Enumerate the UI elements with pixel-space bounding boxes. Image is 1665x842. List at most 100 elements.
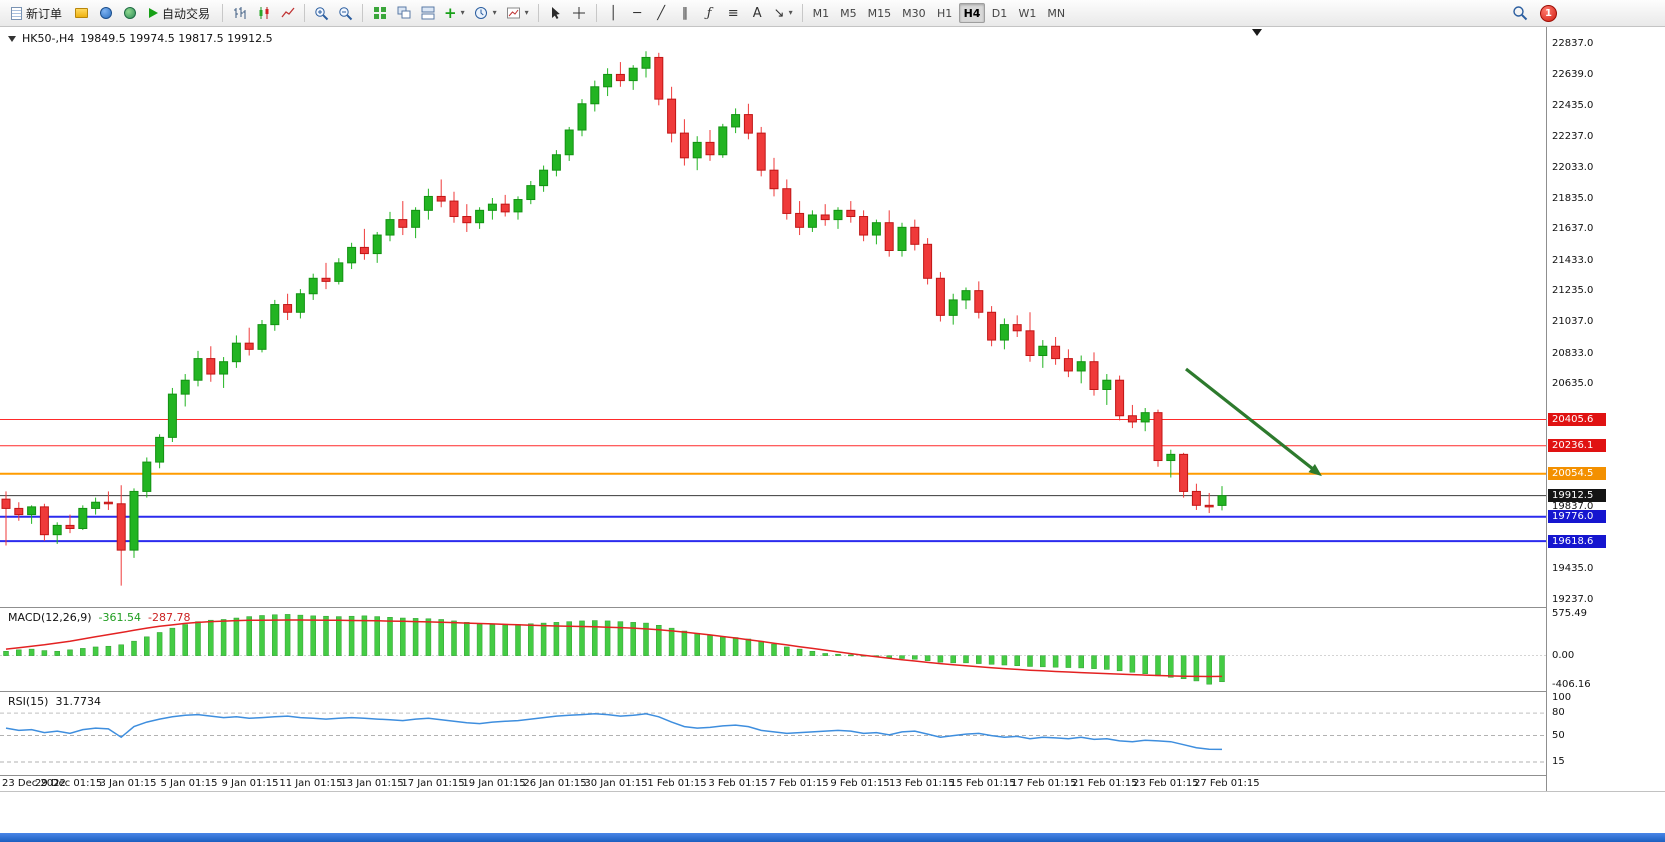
macd-histogram-bar (937, 655, 944, 663)
market-watch-button[interactable] (94, 2, 117, 24)
timeframe-button-h1[interactable]: H1 (932, 3, 958, 23)
candle-body (14, 507, 24, 516)
time-axis-label: 21 Feb 01:15 (1072, 778, 1138, 789)
trend-arrow[interactable] (1185, 367, 1322, 477)
candle-body (731, 114, 741, 128)
timeframe-button-w1[interactable]: W1 (1013, 3, 1041, 23)
symbol-dropdown-icon[interactable] (8, 35, 16, 42)
candle-body (987, 311, 997, 341)
timeframe-button-h4[interactable]: H4 (958, 3, 986, 23)
main-chart[interactable] (0, 27, 1546, 607)
horizontal-line-tool-button[interactable]: ─ (626, 2, 649, 24)
rsi-panel[interactable] (0, 692, 1546, 775)
periods-button[interactable]: ▾ (470, 2, 501, 24)
fibonacci-tool-button[interactable]: ƒ (698, 2, 721, 24)
time-axis-label: 5 Jan 01:15 (160, 778, 218, 789)
search-icon (1513, 6, 1528, 21)
trendline-tool-button[interactable]: ╱ (650, 2, 673, 24)
cursor-tool-button[interactable] (544, 2, 567, 24)
bar-chart-button[interactable] (228, 2, 251, 24)
candle-body (667, 98, 677, 134)
navigator-button[interactable] (118, 2, 141, 24)
macd-histogram-bar (182, 624, 188, 656)
timeframe-button-m1[interactable]: M1 (808, 3, 835, 23)
new-order-button[interactable]: 新订单 (4, 2, 69, 24)
macd-histogram-bar (297, 614, 304, 656)
arrange-windows-button[interactable] (416, 2, 439, 24)
candle-body (359, 246, 369, 255)
horizontal-line-icon: ─ (633, 5, 642, 21)
line-chart-button[interactable] (276, 2, 299, 24)
arrows-tool-button[interactable]: ↘ ▾ (770, 2, 797, 24)
timeframe-button-d1[interactable]: D1 (986, 3, 1012, 23)
toolbar-separator (222, 4, 224, 22)
chart-profiles-button[interactable] (70, 2, 93, 24)
time-axis-label: 1 Feb 01:15 (647, 778, 707, 789)
zoom-in-button[interactable] (310, 2, 333, 24)
timeframe-button-m30[interactable]: M30 (897, 3, 931, 23)
candle-body (679, 132, 689, 159)
macd-histogram-bar (489, 624, 496, 656)
macd-histogram-bar (1142, 655, 1148, 674)
play-icon (149, 8, 159, 18)
time-axis-label: 3 Feb 01:15 (708, 778, 768, 789)
candlestick-chart-button[interactable] (252, 2, 275, 24)
candle-body (564, 129, 574, 156)
macd-histogram-bar (1040, 655, 1046, 668)
candle-body (347, 246, 357, 264)
auto-trading-button[interactable]: 自动交易 (142, 2, 217, 24)
macd-histogram-bar (694, 632, 700, 656)
rsi-name: RSI(15) (8, 695, 49, 708)
candle-body (910, 226, 920, 245)
time-axis[interactable]: 23 Dec 2022 29 Dec 01:15 3 Jan 01:15 5 Jan … (0, 776, 1546, 791)
time-axis-label: 15 Feb 01:15 (950, 778, 1016, 789)
add-indicator-button[interactable]: + ▾ (440, 2, 469, 24)
timeframe-button-m15[interactable]: M15 (863, 3, 897, 23)
toolbar-separator (801, 4, 803, 22)
candle-body (551, 154, 561, 171)
chart-shift-marker-icon[interactable] (1252, 29, 1262, 36)
candle-body (590, 86, 600, 105)
price-tick: 21037.0 (1552, 316, 1594, 327)
channel-tool-button[interactable]: ∥ (674, 2, 697, 24)
candle-body (385, 219, 395, 236)
candle-body (782, 188, 792, 214)
candle-body (705, 141, 715, 156)
time-axis-label: 23 Dec 2022 (2, 778, 66, 789)
cascade-windows-button[interactable] (392, 2, 415, 24)
timeframe-button-mn[interactable]: MN (1042, 3, 1070, 23)
macd-histogram-bar (310, 615, 316, 656)
macd-histogram-bar (105, 645, 112, 656)
candle-body (1153, 412, 1163, 462)
crosshair-tool-button[interactable] (568, 2, 591, 24)
timeframe-button-m5[interactable]: M5 (835, 3, 862, 23)
macd-signal-line (5, 619, 1223, 678)
price-axis[interactable]: 22837.0 22639.0 22435.0 22237.0 22033.0 21835… (1546, 27, 1665, 791)
crosshair-icon (573, 7, 586, 19)
zoom-out-button[interactable] (334, 2, 357, 24)
pane-divider[interactable] (0, 691, 1665, 692)
tile-windows-button[interactable] (368, 2, 391, 24)
macd-name: MACD(12,26,9) (8, 611, 92, 624)
candle-body (308, 277, 318, 295)
time-axis-label: 29 Dec 01:15 (35, 778, 103, 789)
search-button[interactable] (1508, 2, 1532, 24)
notification-badge[interactable]: 1 (1540, 4, 1557, 22)
macd-panel[interactable] (0, 608, 1546, 691)
candle-body (103, 501, 113, 505)
vertical-line-tool-button[interactable]: │ (602, 2, 625, 24)
templates-button[interactable]: ▾ (502, 2, 533, 24)
candle-body (603, 73, 613, 88)
cycle-lines-tool-button[interactable]: ≡ (722, 2, 745, 24)
price-tick: 20635.0 (1552, 378, 1594, 390)
time-axis-label: 26 Jan 01:15 (523, 778, 587, 789)
macd-histogram-bar (502, 624, 508, 656)
candle-body (974, 290, 984, 313)
text-tool-button[interactable]: A (746, 2, 769, 24)
pane-divider[interactable] (0, 607, 1665, 608)
chevron-down-icon: ▾ (788, 8, 793, 17)
candle-body (641, 56, 651, 69)
macd-histogram-bar (425, 618, 432, 656)
macd-histogram-bar (118, 644, 124, 656)
toolbar-separator (537, 4, 539, 22)
